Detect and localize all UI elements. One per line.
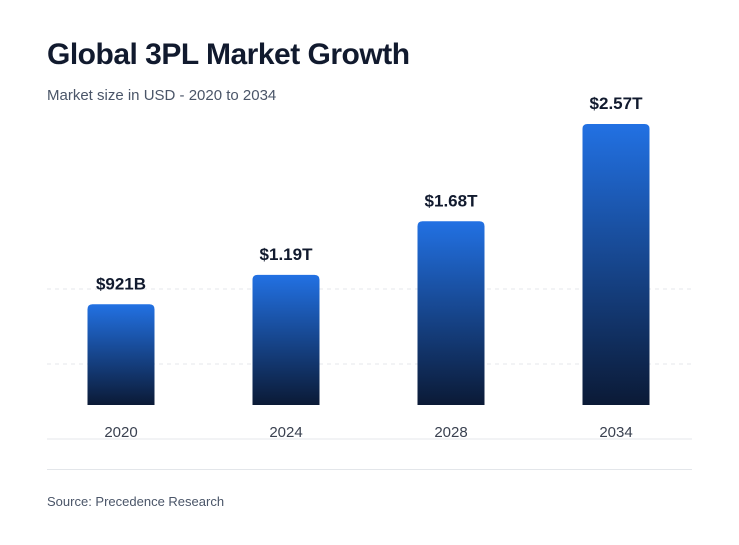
x-tick-label-2020: 2020 <box>104 424 137 441</box>
x-tick-label-2034: 2034 <box>599 424 632 441</box>
chart-title: Global 3PL Market Growth <box>47 38 410 71</box>
source-note: Source: Precedence Research <box>47 494 225 509</box>
data-label-2024: $1.19T <box>260 245 314 264</box>
chart-subtitle: Market size in USD - 2020 to 2034 <box>47 87 277 104</box>
bar-2034 <box>582 124 650 405</box>
bar-2020 <box>87 304 155 405</box>
x-tick-label-2024: 2024 <box>269 424 302 441</box>
data-label-2034: $2.57T <box>590 94 644 113</box>
footer-divider <box>47 469 692 470</box>
bar-2028 <box>417 221 485 405</box>
bar-2024 <box>252 274 320 405</box>
x-tick-label-2028: 2028 <box>434 424 467 441</box>
data-label-2020: $921B <box>96 274 146 293</box>
data-label-2028: $1.68T <box>425 191 479 210</box>
